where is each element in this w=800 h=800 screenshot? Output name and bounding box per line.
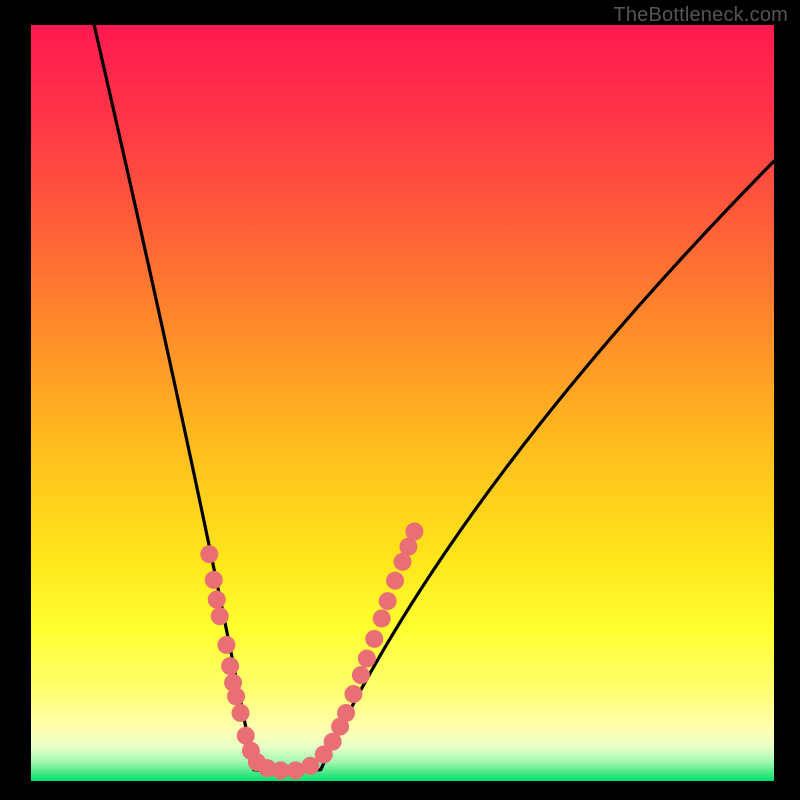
data-marker: [344, 685, 362, 703]
data-marker: [221, 657, 239, 675]
data-marker: [386, 572, 404, 590]
data-marker: [337, 704, 355, 722]
data-marker: [358, 650, 376, 668]
data-marker: [352, 666, 370, 684]
data-marker: [365, 630, 383, 648]
data-marker: [373, 609, 391, 627]
plot-background: [31, 25, 774, 781]
data-marker: [217, 636, 235, 654]
watermark-text: TheBottleneck.com: [613, 4, 788, 27]
data-marker: [379, 592, 397, 610]
data-marker: [208, 591, 226, 609]
data-marker: [200, 545, 218, 563]
data-marker: [227, 687, 245, 705]
chart-frame: TheBottleneck.com: [0, 0, 800, 800]
data-marker: [205, 571, 223, 589]
data-marker: [211, 607, 229, 625]
data-marker: [232, 704, 250, 722]
chart-svg: [0, 0, 800, 800]
data-marker: [405, 523, 423, 541]
